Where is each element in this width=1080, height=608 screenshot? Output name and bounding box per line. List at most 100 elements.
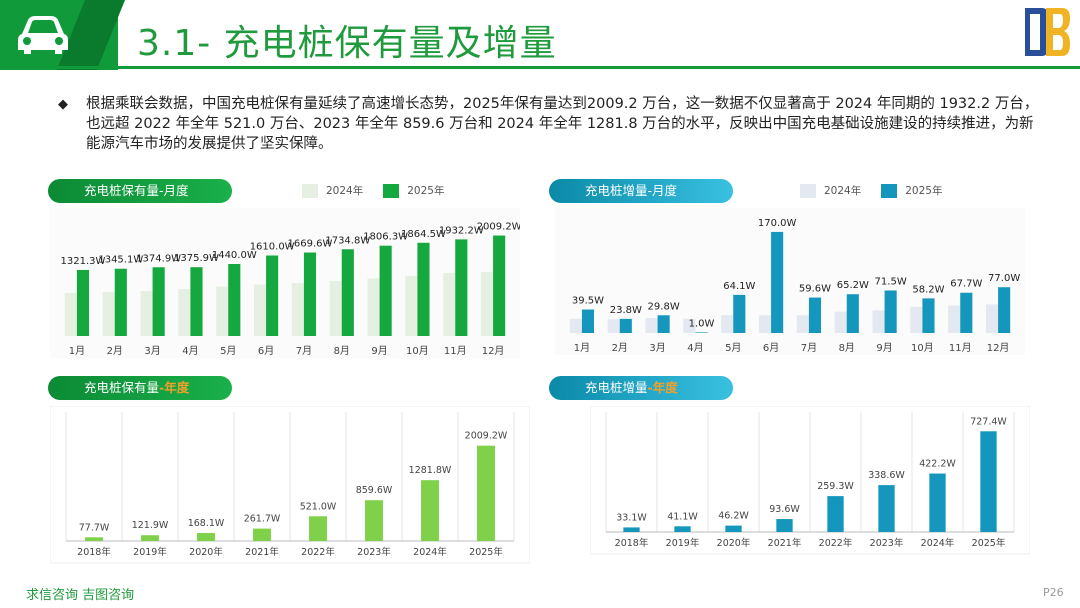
bar-2025	[417, 242, 430, 336]
x-tick-label: 3月	[144, 345, 160, 357]
data-label: 1864.5W	[401, 229, 446, 240]
x-tick-label: 2025年	[972, 537, 1006, 549]
bar-2024	[140, 291, 153, 336]
bar-2025	[114, 268, 127, 336]
brand-logo	[1025, 8, 1070, 56]
chart-monthly-increment: 39.5W 1月 23.8W 2月 29.8W 3月 1.0W 4月 64.1W 5月 170.0W…	[555, 208, 1025, 355]
data-label: 39.5W	[572, 296, 604, 307]
x-tick-label: 2月	[107, 345, 123, 357]
data-label: 1281.8W	[409, 465, 452, 476]
x-tick-label: 2022年	[819, 537, 853, 549]
bar-2025	[695, 332, 708, 333]
x-tick-label: 2021年	[768, 537, 802, 549]
bar-2024	[253, 284, 267, 336]
x-tick-label: 6月	[258, 345, 274, 357]
bar-2024	[607, 319, 620, 333]
bar-2025	[303, 252, 317, 336]
data-label: 422.2W	[919, 459, 956, 470]
bar-2024	[796, 315, 809, 333]
bar-2025	[733, 294, 746, 333]
bar-2025	[379, 245, 392, 336]
data-label: 170.0W	[758, 218, 797, 229]
data-label: 121.9W	[132, 520, 169, 531]
chart2-title: 充电桩增量-月度	[585, 183, 678, 198]
data-label: 727.4W	[970, 416, 1007, 427]
legend-label-2025: 2025年	[407, 185, 445, 197]
bar-2024	[480, 271, 494, 336]
x-tick-label: 4月	[182, 345, 198, 357]
x-tick-label: 9月	[371, 345, 387, 357]
data-label: 1.0W	[689, 318, 715, 329]
bar-2024	[291, 283, 304, 336]
x-tick-label: 2019年	[666, 537, 700, 549]
chart3-title: 充电桩保有量	[84, 380, 160, 395]
bar-2024	[721, 315, 734, 333]
x-tick-label: 1月	[69, 345, 85, 357]
chart1-legend: 2024年 2025年	[302, 183, 444, 198]
bar-2024	[102, 292, 115, 336]
x-tick-label: 10月	[911, 342, 934, 354]
x-tick-label: 5月	[220, 345, 236, 357]
bar	[929, 473, 946, 532]
bar-2024	[834, 311, 847, 333]
chart4-title: 充电桩增量	[585, 380, 648, 395]
x-tick-label: 1月	[574, 342, 590, 354]
bar-2025	[76, 269, 90, 336]
data-label: 2009.2W	[477, 222, 520, 233]
chart3-title-pill: 充电桩保有量-年度	[48, 376, 232, 400]
bar-2025	[152, 267, 165, 336]
bar-2025	[455, 239, 468, 336]
data-label: 77.7W	[79, 522, 110, 533]
bar-2025	[808, 297, 822, 333]
bar	[85, 537, 103, 541]
x-tick-label: 9月	[876, 342, 892, 354]
chart-annual-stock: 77.7W 2018年 121.9W 2019年 168.1W 2020年 261.7W 20…	[50, 406, 530, 564]
x-tick-label: 12月	[482, 345, 505, 357]
bar	[725, 525, 742, 532]
data-label: 168.1W	[188, 518, 225, 529]
bar	[477, 445, 495, 541]
x-tick-label: 2020年	[189, 546, 223, 558]
data-label: 65.2W	[837, 280, 869, 291]
chart1-title: 充电桩保有量-月度	[84, 183, 189, 198]
footer-brand: 求信咨询 吉图咨询	[26, 588, 135, 603]
chart1-title-pill: 充电桩保有量-月度	[48, 179, 232, 203]
x-tick-label: 2018年	[615, 537, 649, 549]
legend-swatch-2024	[800, 183, 816, 198]
bar	[827, 496, 844, 532]
bar-2024	[948, 305, 961, 333]
bar-2024	[910, 306, 923, 333]
data-label: 33.1W	[616, 512, 647, 523]
plot-area	[50, 208, 520, 358]
bar	[309, 516, 327, 541]
x-tick-label: 2023年	[870, 537, 904, 549]
x-tick-label: 2022年	[301, 546, 335, 558]
data-label: 29.8W	[648, 301, 680, 312]
x-tick-label: 12月	[987, 342, 1010, 354]
bar	[421, 480, 439, 541]
x-tick-label: 11月	[949, 342, 972, 354]
bar	[776, 519, 793, 532]
bar-2024	[872, 310, 885, 333]
bar-2024	[443, 273, 456, 336]
legend-label-2025: 2025年	[905, 185, 943, 197]
data-label: 64.1W	[723, 281, 755, 292]
data-label: 1610.0W	[250, 242, 295, 253]
header-band	[0, 0, 1080, 70]
legend-swatch-2024	[302, 183, 318, 198]
bar-2025	[998, 287, 1011, 333]
data-label: 23.8W	[610, 305, 642, 316]
chart-monthly-stock: 1321.3W 1月 1345.1W 2月 1374.9W 3月 1375.9W 4月 1440…	[50, 208, 520, 358]
data-label: 77.0W	[988, 273, 1020, 284]
x-tick-label: 11月	[444, 345, 467, 357]
bar-2024	[178, 289, 191, 336]
bar-2024	[329, 281, 342, 336]
bar-2024	[683, 318, 696, 333]
bar-2025	[960, 292, 973, 333]
data-label: 93.6W	[769, 504, 800, 515]
x-tick-label: 2025年	[469, 546, 503, 558]
data-label: 1375.9W	[174, 253, 219, 264]
x-tick-label: 3月	[649, 342, 665, 354]
car-icon	[18, 16, 68, 54]
data-label: 1734.8W	[325, 235, 370, 246]
